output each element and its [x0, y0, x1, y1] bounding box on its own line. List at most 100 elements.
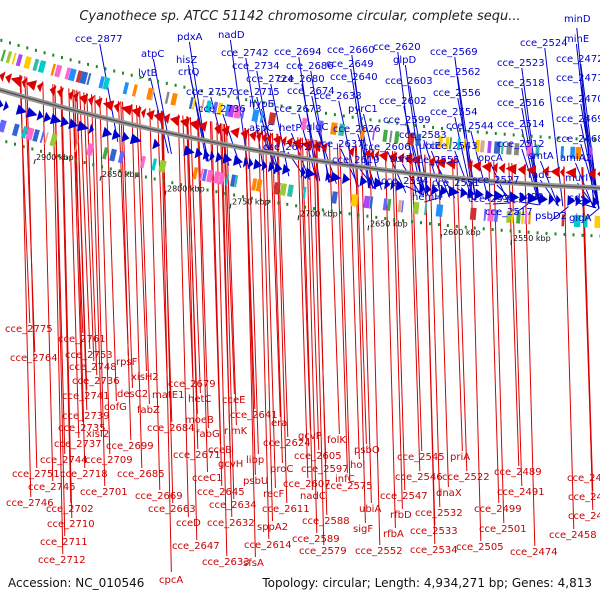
reverse-category-block [407, 132, 415, 146]
backbone-core [0, 89, 600, 189]
reverse-dot-ring [485, 131, 488, 135]
reverse-cds-arrow [435, 157, 446, 169]
forward-category-block [302, 186, 307, 200]
reverse-cds-arrow [517, 164, 527, 176]
reverse-dot-ring [449, 127, 452, 131]
kbp-tick-mark [164, 190, 167, 196]
forward-gene-label: smtA [528, 151, 554, 162]
reverse-cds-arrow [498, 162, 506, 174]
reverse-cds-arrow [492, 162, 498, 174]
forward-gene-label: cce_2715 [232, 87, 280, 98]
reverse-category-block [394, 131, 400, 144]
kbp-tick-label: 2750 kbp [232, 198, 270, 207]
reverse-dot-ring [458, 128, 461, 132]
forward-dot-ring [437, 223, 440, 227]
forward-cds-arrow [484, 189, 494, 201]
reverse-dot-ring [236, 96, 239, 100]
reverse-leader-line [177, 114, 189, 518]
reverse-category-block [224, 104, 230, 117]
reverse-dot-ring [43, 51, 46, 55]
reverse-leader-line [271, 132, 283, 464]
kbp-tick-mark [33, 158, 36, 165]
reverse-gene-label: cce_2533 [410, 526, 458, 537]
forward-gene-label: cce_2602 [379, 96, 427, 107]
forward-gene-label: radC [528, 170, 552, 181]
forward-category-block [230, 174, 237, 187]
forward-gene-label: cce_2543 [430, 141, 478, 152]
reverse-gene-label: fabZ [137, 405, 160, 416]
reverse-dot-ring [503, 132, 506, 136]
reverse-gene-label: cce_2545 [397, 452, 445, 463]
forward-dot-ring [393, 218, 396, 222]
reverse-leader-line [197, 118, 209, 429]
reverse-category-block [330, 122, 338, 136]
reverse-cds-arrow [113, 101, 121, 113]
reverse-category-block [98, 76, 105, 89]
reverse-cds-arrow [87, 95, 95, 107]
reverse-category-block [216, 102, 224, 116]
reverse-leader-line [244, 127, 256, 558]
reverse-gene-label: matE1 [152, 390, 184, 401]
reverse-category-block [526, 143, 533, 157]
forward-category-block [32, 129, 40, 142]
forward-dot-ring [136, 173, 139, 177]
forward-category-block [213, 171, 221, 184]
forward-category-block [39, 131, 45, 144]
reverse-leader-line [186, 116, 198, 541]
reverse-cds-arrow [266, 133, 273, 145]
forward-category-block [192, 166, 199, 180]
reverse-category-block [11, 52, 17, 65]
reverse-gene-label: cce_2546 [395, 472, 443, 483]
reverse-category-block [15, 53, 23, 67]
reverse-category-block [267, 112, 277, 126]
forward-gene-label: cce_2686 [286, 61, 334, 72]
reverse-cds-arrow [198, 121, 208, 132]
reverse-leader-line [20, 75, 32, 498]
forward-dot-ring [563, 232, 566, 236]
forward-dot-ring [348, 212, 351, 216]
forward-category-block [583, 215, 588, 228]
reverse-category-block [463, 138, 467, 151]
forward-dot-ring [22, 145, 25, 149]
reverse-cds-arrow [189, 119, 200, 131]
reverse-gene-label: cce_2579 [299, 546, 347, 557]
forward-cds-arrow [582, 195, 592, 207]
reverse-category-block [251, 109, 260, 123]
forward-dot-ring [286, 202, 289, 206]
forward-cds-arrow [101, 126, 113, 138]
reverse-cds-arrow [320, 142, 328, 154]
forward-gene-label: cce_2554 [430, 107, 478, 118]
forward-leader-line [152, 58, 172, 155]
forward-cds-arrow [460, 187, 468, 199]
forward-gene-label: cce_2556 [433, 88, 481, 99]
forward-leader-line [544, 47, 564, 207]
reverse-cds-arrow [10, 76, 23, 87]
forward-cds-arrow [60, 116, 70, 127]
reverse-leader-line [563, 166, 575, 530]
reverse-gene-label: cce_2711 [40, 537, 88, 548]
reverse-category-block [164, 91, 170, 104]
reverse-leader-line [131, 104, 143, 469]
reverse-gene-label: fabG [196, 429, 220, 440]
forward-dot-ring [420, 221, 423, 225]
forward-cds-arrow [253, 158, 263, 170]
kbp-tick-label: 2650 kbp [370, 219, 408, 228]
forward-category-block [273, 182, 281, 195]
reverse-category-block [227, 104, 236, 118]
forward-gene-label: pdxA [177, 32, 203, 43]
forward-category-block [412, 201, 420, 215]
reverse-cds-arrow [467, 160, 473, 172]
forward-leader-line [520, 201, 539, 206]
forward-gene-label: hypE [249, 99, 274, 110]
reverse-category-block [493, 141, 501, 154]
reverse-cds-arrow [388, 151, 398, 163]
forward-dot-ring [375, 215, 378, 219]
forward-dot-ring [554, 232, 557, 236]
reverse-leader-line [429, 155, 441, 508]
reverse-gene-label: cce_2701 [80, 487, 128, 498]
reverse-dot-ring [467, 129, 470, 133]
reverse-leader-line [83, 92, 95, 362]
forward-gene-label: cce_2724 [246, 74, 294, 85]
reverse-gene-label: cce_2761 [58, 334, 106, 345]
